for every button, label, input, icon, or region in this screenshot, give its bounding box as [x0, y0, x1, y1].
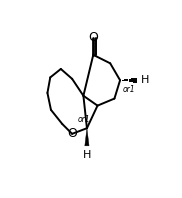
Text: or1: or1: [122, 85, 135, 94]
Polygon shape: [85, 128, 89, 146]
Text: O: O: [88, 31, 98, 44]
Text: H: H: [141, 75, 150, 85]
Text: H: H: [83, 150, 91, 160]
Text: O: O: [67, 127, 77, 140]
Text: or1: or1: [78, 115, 90, 124]
